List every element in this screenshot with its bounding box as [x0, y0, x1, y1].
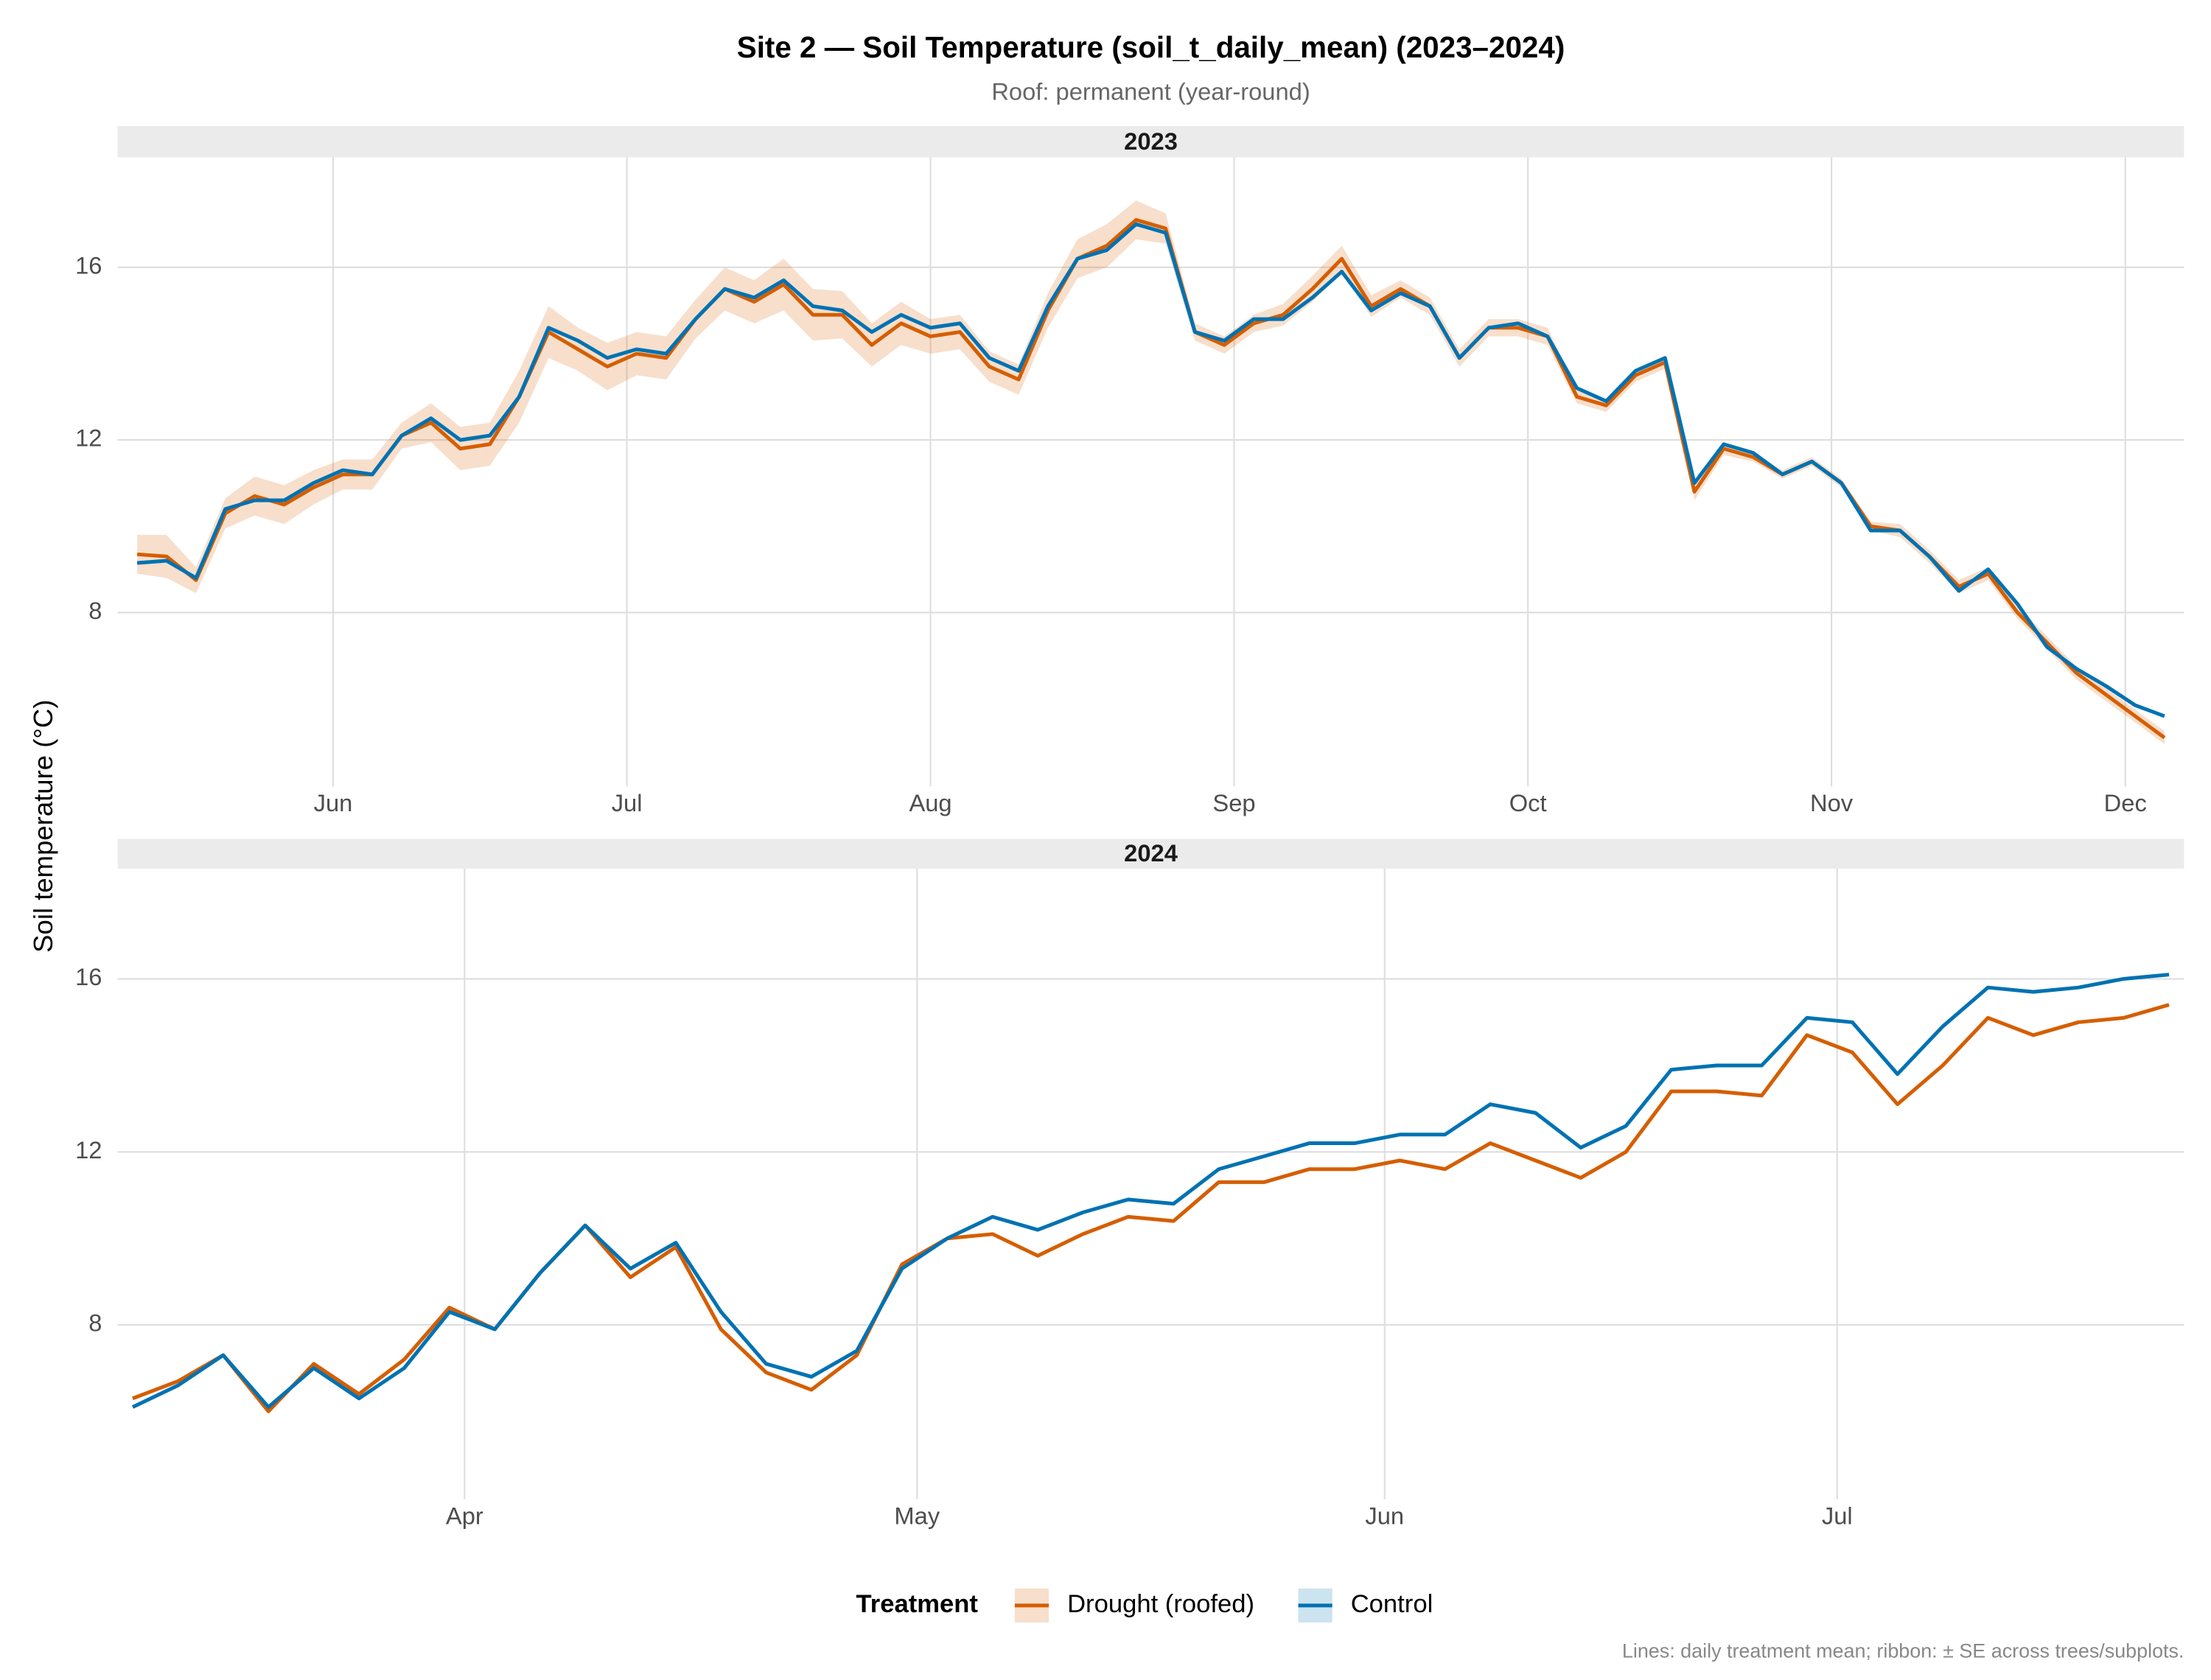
x-tick-label: Sep — [1212, 789, 1255, 816]
series-line — [132, 1003, 2170, 1413]
x-tick-label: Dec — [2104, 789, 2147, 816]
panel-title: 2023 — [1124, 127, 1178, 155]
legend-label: Drought (roofed) — [1067, 1590, 1254, 1618]
x-tick-label: Nov — [1810, 789, 1854, 816]
series-line — [131, 973, 2170, 1410]
legend-label: Control — [1351, 1590, 1433, 1618]
x-tick-label: Jun — [1365, 1502, 1404, 1529]
y-tick-label: 8 — [88, 597, 102, 624]
x-tick-label: Jul — [1822, 1502, 1853, 1529]
y-tick-label: 16 — [75, 963, 102, 990]
x-tick-label: Oct — [1509, 789, 1547, 816]
ribbon — [137, 200, 2165, 745]
strip — [117, 126, 2184, 158]
strip — [117, 839, 2184, 869]
y-axis-title: Soil temperature (°C) — [28, 699, 58, 952]
x-tick-label: Aug — [909, 789, 951, 816]
y-tick-label: 12 — [75, 1136, 102, 1163]
x-tick-label: Apr — [446, 1502, 483, 1529]
y-tick-label: 16 — [75, 251, 102, 279]
legend-title: Treatment — [856, 1590, 979, 1618]
x-tick-label: Jun — [314, 789, 353, 816]
chart-subtitle: Roof: permanent (year-round) — [991, 78, 1310, 105]
x-tick-label: May — [894, 1502, 940, 1529]
y-tick-label: 8 — [88, 1309, 102, 1337]
y-tick-label: 12 — [75, 424, 102, 452]
x-tick-label: Jul — [612, 789, 643, 816]
panel-title: 2024 — [1124, 839, 1178, 867]
chart-title: Site 2 — Soil Temperature (soil_t_daily_… — [737, 30, 1565, 64]
caption: Lines: daily treatment mean; ribbon: ± S… — [1622, 1639, 2184, 1662]
series-line — [136, 222, 2165, 718]
